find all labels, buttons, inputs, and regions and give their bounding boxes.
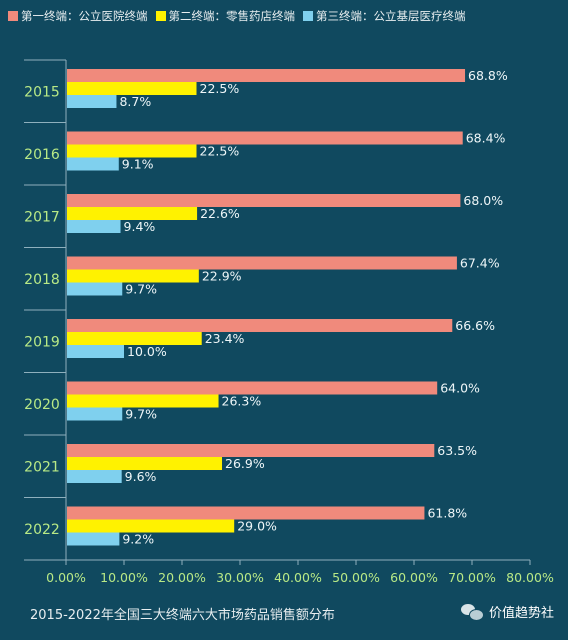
x-tick-label: 40.00% (274, 570, 322, 585)
bar-2021-series-3 (67, 470, 122, 483)
bar-2020-series-3 (67, 407, 123, 421)
data-label: 22.6% (200, 206, 240, 221)
data-label: 22.5% (200, 144, 240, 159)
data-label: 9.2% (122, 532, 154, 547)
brand-signature: 价值趋势社 (460, 602, 554, 621)
data-label: 9.7% (125, 282, 157, 297)
data-label: 68.8% (468, 68, 508, 83)
wechat-icon (460, 603, 484, 621)
legend-item-terminal-2: 第二终端：零售药店终端 (155, 8, 296, 24)
bar-2015-series-2 (67, 82, 197, 95)
data-label: 66.6% (455, 318, 495, 333)
bar-2018-series-1 (67, 256, 457, 270)
y-tick-label: 2017 (24, 209, 60, 225)
y-tick-label: 2022 (24, 522, 60, 538)
y-tick-label: 2020 (24, 397, 60, 413)
data-label: 8.7% (119, 94, 151, 109)
x-tick-label: 70.00% (448, 570, 496, 585)
data-label: 61.8% (427, 506, 467, 521)
y-tick-label: 2015 (24, 84, 60, 100)
y-tick-label: 2021 (24, 459, 60, 475)
bar-2017-series-2 (67, 207, 198, 220)
data-label: 22.5% (200, 81, 240, 96)
chart-legend: 第一终端：公立医院终端 第二终端：零售药店终端 第三终端：公立基层医疗终端 (8, 8, 466, 24)
data-label: 26.9% (225, 456, 265, 471)
data-label: 9.1% (122, 157, 154, 172)
data-label: 9.6% (125, 469, 157, 484)
bar-2019-series-3 (67, 345, 124, 358)
data-label: 26.3% (222, 394, 262, 409)
bar-2018-series-3 (67, 282, 123, 296)
legend-swatch-terminal-3 (303, 11, 313, 21)
y-tick-label: 2019 (24, 334, 60, 350)
bar-2022-series-1 (67, 506, 425, 520)
data-label: 10.0% (127, 344, 167, 359)
bar-2021-series-2 (67, 457, 223, 470)
data-label: 23.4% (205, 331, 245, 346)
x-tick-label: 80.00% (506, 570, 554, 585)
y-tick-label: 2016 (24, 147, 60, 163)
legend-label-terminal-2: 第二终端：零售药店终端 (168, 9, 296, 23)
bar-2021-series-1 (67, 444, 435, 457)
bar-2017-series-1 (67, 194, 461, 207)
bar-2019-series-1 (67, 319, 453, 332)
y-tick-label: 2018 (24, 272, 60, 288)
data-label: 9.7% (125, 407, 157, 422)
bar-2016-series-3 (67, 157, 119, 171)
legend-item-terminal-3: 第三终端：公立基层医疗终端 (303, 8, 466, 24)
bar-2020-series-2 (67, 394, 219, 408)
legend-label-terminal-1: 第一终端：公立医院终端 (21, 9, 148, 23)
x-tick-label: 10.00% (100, 570, 148, 585)
bar-2015-series-3 (67, 95, 117, 108)
x-tick-label: 60.00% (390, 570, 438, 585)
legend-item-terminal-1: 第一终端：公立医院终端 (8, 8, 148, 24)
chart-caption: 2015-2022年全国三大终端六大市场药品销售额分布 (30, 608, 335, 623)
legend-swatch-terminal-1 (8, 11, 18, 21)
bar-2017-series-3 (67, 220, 121, 233)
x-tick-label: 20.00% (158, 570, 206, 585)
bar-2022-series-3 (67, 532, 120, 546)
bar-2018-series-2 (67, 269, 199, 283)
bar-2015-series-1 (67, 69, 466, 82)
data-label: 68.4% (466, 131, 506, 146)
bar-2016-series-1 (67, 131, 463, 145)
data-label: 9.4% (124, 219, 156, 234)
data-label: 63.5% (437, 443, 477, 458)
data-label: 22.9% (202, 269, 242, 284)
data-label: 29.0% (237, 519, 277, 534)
legend-label-terminal-3: 第三终端：公立基层医疗终端 (316, 9, 466, 23)
data-label: 68.0% (463, 193, 503, 208)
bar-2019-series-2 (67, 332, 202, 345)
x-tick-label: 50.00% (332, 570, 380, 585)
bar-2020-series-1 (67, 381, 438, 395)
data-label: 67.4% (460, 256, 500, 271)
legend-swatch-terminal-2 (155, 11, 166, 21)
brand-name: 价值趋势社 (488, 606, 554, 621)
data-label: 64.0% (440, 381, 480, 396)
x-tick-label: 30.00% (216, 570, 264, 585)
x-tick-label: 0.00% (46, 570, 86, 585)
bar-2022-series-2 (67, 519, 235, 533)
bar-2016-series-2 (67, 144, 197, 158)
